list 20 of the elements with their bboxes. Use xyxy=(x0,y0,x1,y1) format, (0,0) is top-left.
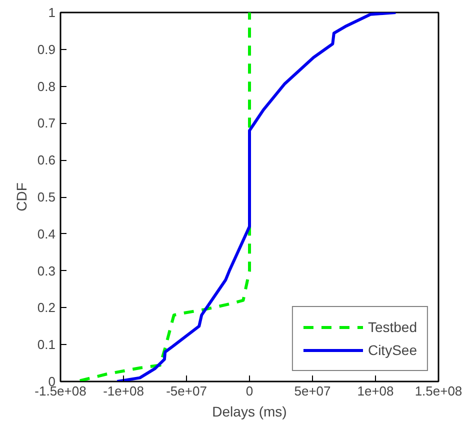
y-tick-label: 0.5 xyxy=(37,190,56,204)
y-tick-label: 0.9 xyxy=(37,42,56,57)
x-tick-label: 0 xyxy=(246,384,254,398)
y-tick-label: 0.8 xyxy=(37,78,56,94)
y-tick-label: 1 xyxy=(48,5,56,20)
y-tick-label: 0.3 xyxy=(37,263,56,278)
x-tick-label: 1e+08 xyxy=(357,384,394,398)
x-tick-label: 5e+07 xyxy=(294,384,331,398)
legend-label: Testbed xyxy=(368,319,417,335)
y-axis-title: CDF xyxy=(13,182,30,212)
x-tick-label: -5e+07 xyxy=(166,384,207,398)
x-axis-title: Delays (ms) xyxy=(212,404,287,420)
y-tick-label: 0.2 xyxy=(37,300,56,316)
legend-label: CitySee xyxy=(368,342,417,358)
y-tick-label: 0.7 xyxy=(37,116,56,131)
y-tick-label: 0.6 xyxy=(37,152,56,168)
x-tick-label: 1.5e+08 xyxy=(414,384,462,398)
y-tick-label: 0.1 xyxy=(37,337,56,352)
x-tick-label: -1e+08 xyxy=(103,384,144,398)
y-tick-label: 0.4 xyxy=(37,226,56,242)
